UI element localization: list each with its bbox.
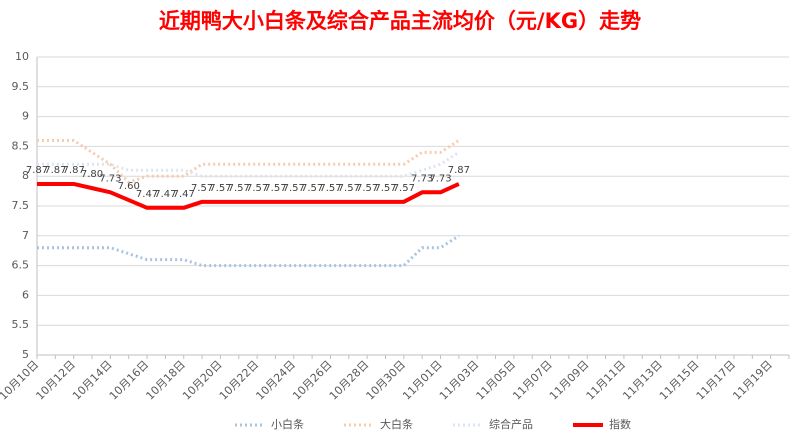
data-label: 7.57 bbox=[319, 183, 341, 194]
y-tick-label: 7 bbox=[22, 229, 29, 242]
data-label: 7.57 bbox=[246, 183, 268, 194]
x-tick-label: 11月19日 bbox=[730, 358, 775, 403]
y-tick-label: 5 bbox=[22, 348, 29, 361]
data-label: 7.73 bbox=[411, 173, 433, 184]
data-label: 7.57 bbox=[338, 183, 360, 194]
legend-label: 大白条 bbox=[380, 417, 413, 431]
data-label: 7.47 bbox=[136, 189, 158, 200]
y-tick-label: 8.5 bbox=[12, 139, 30, 152]
legend-label: 指数 bbox=[609, 417, 631, 431]
data-label: 7.57 bbox=[393, 183, 415, 194]
data-label: 7.47 bbox=[173, 189, 195, 200]
data-label: 7.87 bbox=[44, 165, 66, 176]
y-tick-label: 9 bbox=[22, 110, 29, 123]
data-label: 7.73 bbox=[99, 173, 121, 184]
data-label: 7.60 bbox=[118, 181, 140, 192]
data-label: 7.80 bbox=[81, 169, 103, 180]
data-label: 7.57 bbox=[209, 183, 231, 194]
series-line bbox=[37, 181, 460, 210]
data-label: 7.57 bbox=[264, 183, 286, 194]
legend-label: 小白条 bbox=[271, 417, 304, 431]
y-tick-label: 10 bbox=[15, 50, 29, 63]
data-label: 7.47 bbox=[154, 189, 176, 200]
data-label: 7.87 bbox=[26, 165, 48, 176]
chart-title: 近期鸭大小白条及综合产品主流均价（元/KG）走势 bbox=[159, 9, 641, 33]
y-tick-label: 7.5 bbox=[12, 199, 30, 212]
data-label: 7.57 bbox=[301, 183, 323, 194]
y-tick-label: 5.5 bbox=[12, 318, 30, 331]
series-line bbox=[37, 138, 460, 184]
data-label: 7.57 bbox=[374, 183, 396, 194]
y-tick-label: 8 bbox=[22, 169, 29, 182]
data-label: 7.57 bbox=[191, 183, 213, 194]
series-line bbox=[37, 151, 460, 178]
data-label: 7.57 bbox=[228, 183, 250, 194]
data-label: 7.73 bbox=[429, 173, 451, 184]
y-tick-label: 6.5 bbox=[12, 259, 30, 272]
y-tick-label: 6 bbox=[22, 288, 29, 301]
data-label: 7.87 bbox=[448, 165, 470, 176]
data-label: 7.57 bbox=[283, 183, 305, 194]
y-tick-label: 9.5 bbox=[12, 80, 30, 93]
legend-label: 综合产品 bbox=[489, 417, 533, 431]
data-label: 7.87 bbox=[63, 165, 85, 176]
series-line bbox=[37, 234, 460, 268]
data-label: 7.57 bbox=[356, 183, 378, 194]
